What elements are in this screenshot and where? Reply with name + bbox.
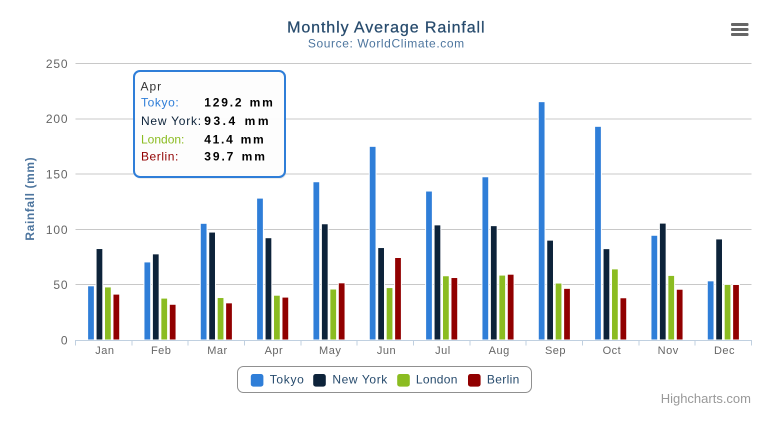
svg-text:Tokyo:: Tokyo:: [141, 96, 179, 110]
svg-text:39.7 mm: 39.7 mm: [204, 150, 267, 164]
svg-text:100: 100: [46, 223, 68, 237]
svg-text:Jun: Jun: [377, 345, 396, 357]
svg-text:Monthly Average Rainfall: Monthly Average Rainfall: [287, 20, 485, 37]
svg-text:93.4 mm: 93.4 mm: [204, 114, 271, 128]
svg-text:London:: London:: [141, 132, 184, 146]
svg-text:Rainfall (mm): Rainfall (mm): [23, 157, 37, 241]
svg-text:150: 150: [46, 168, 68, 182]
svg-text:Berlin:: Berlin:: [141, 150, 179, 164]
svg-text:Apr: Apr: [265, 345, 284, 357]
svg-text:250: 250: [46, 57, 68, 71]
svg-text:50: 50: [53, 278, 68, 292]
svg-text:Highcharts.com: Highcharts.com: [661, 391, 751, 406]
svg-text:129.2 mm: 129.2 mm: [204, 96, 274, 110]
svg-text:London: London: [416, 373, 458, 387]
svg-text:Berlin: Berlin: [487, 373, 520, 387]
svg-text:Feb: Feb: [151, 345, 171, 357]
svg-text:0: 0: [61, 333, 68, 347]
svg-text:Jan: Jan: [95, 345, 114, 357]
svg-text:41.4 mm: 41.4 mm: [204, 132, 265, 146]
svg-text:Apr: Apr: [141, 79, 163, 93]
svg-text:Dec: Dec: [714, 345, 735, 357]
svg-text:Sep: Sep: [545, 345, 566, 357]
svg-text:Tokyo: Tokyo: [270, 373, 305, 387]
svg-text:New York:: New York:: [141, 114, 202, 128]
svg-text:Aug: Aug: [489, 345, 510, 357]
svg-text:Nov: Nov: [658, 345, 679, 357]
svg-text:Jul: Jul: [435, 345, 451, 357]
svg-text:Source: WorldClimate.com: Source: WorldClimate.com: [308, 37, 465, 51]
svg-text:Oct: Oct: [603, 345, 622, 357]
svg-text:Mar: Mar: [207, 345, 227, 357]
svg-text:200: 200: [46, 112, 68, 126]
svg-text:May: May: [319, 345, 341, 357]
svg-text:New York: New York: [332, 373, 388, 387]
